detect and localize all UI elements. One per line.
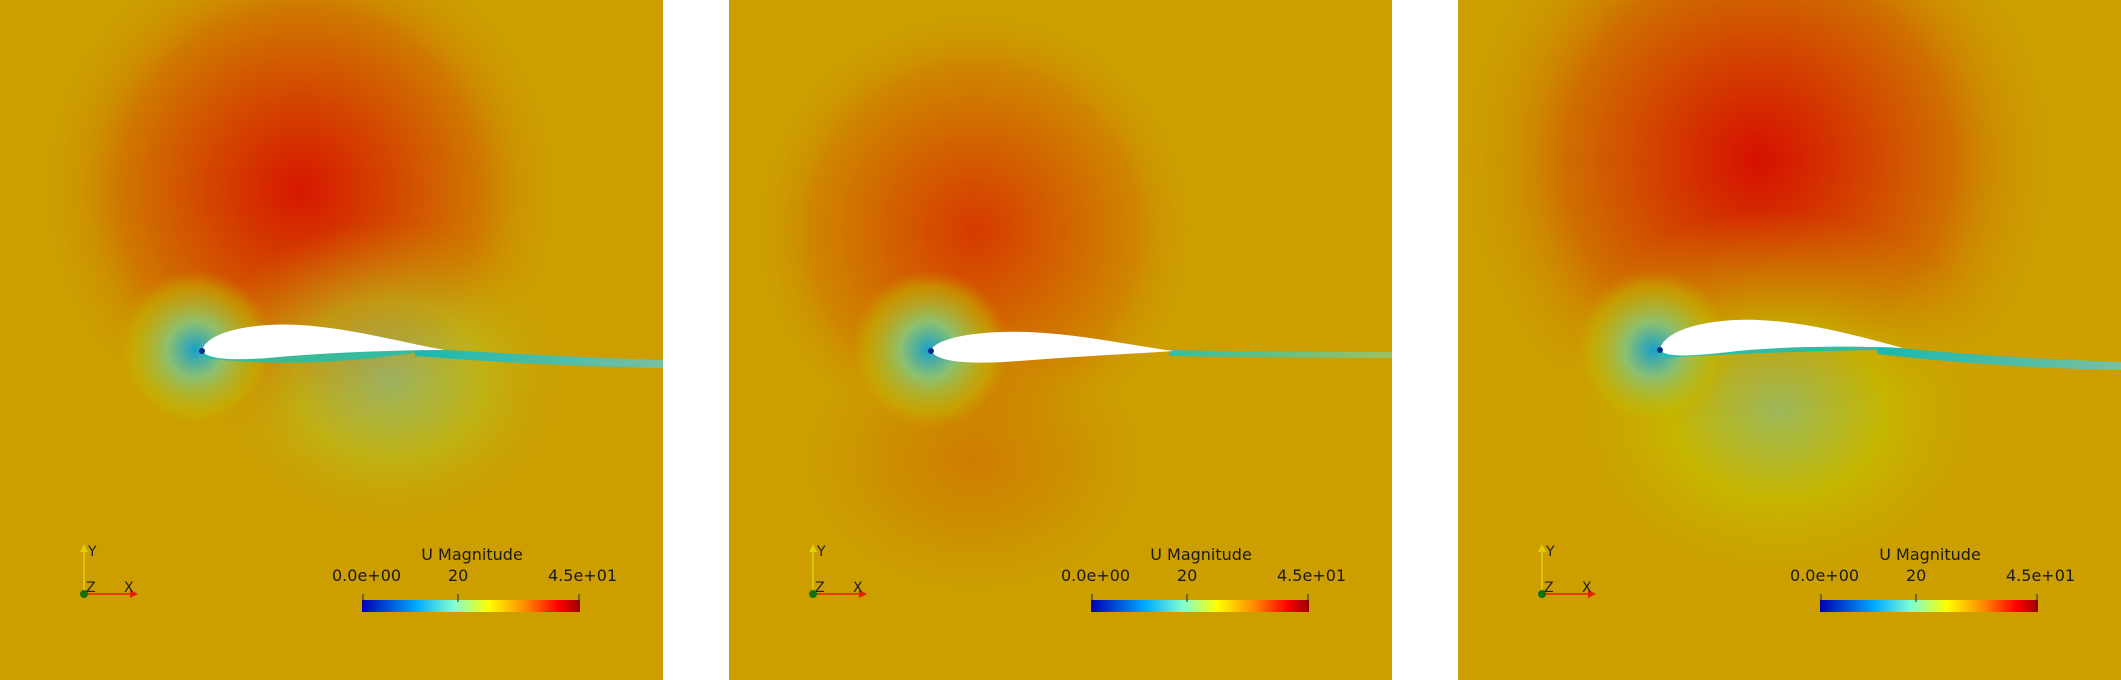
colorbar-mid-label: 20 bbox=[448, 566, 469, 585]
colorbar-min-label: 0.0e+00 bbox=[1790, 566, 1860, 585]
render-view-3[interactable]: Y Z X U Magnitude 0.0e+00 20 4.5e+01 bbox=[1458, 0, 2121, 680]
axis-y-label: Y bbox=[1545, 544, 1555, 560]
axis-x-label: X bbox=[853, 580, 863, 596]
axis-x-label: X bbox=[124, 580, 134, 596]
velocity-field-2 bbox=[729, 0, 1392, 680]
velocity-field-1 bbox=[0, 0, 663, 680]
axis-y-label: Y bbox=[87, 544, 97, 560]
colorbar-max-label: 4.5e+01 bbox=[2006, 566, 2076, 585]
colorbar-max-label: 4.5e+01 bbox=[548, 566, 618, 585]
colorbar bbox=[362, 594, 580, 612]
orientation-axes-1: Y Z X bbox=[72, 542, 142, 606]
colorbar-title: U Magnitude bbox=[421, 545, 523, 564]
colorbar-title: U Magnitude bbox=[1879, 545, 1981, 564]
colorbar-title: U Magnitude bbox=[1150, 545, 1252, 564]
axis-z-label: Z bbox=[86, 580, 96, 596]
colorbar-mid-label: 20 bbox=[1906, 566, 1927, 585]
render-view-2[interactable]: Y Z X U Magnitude 0.0e+00 20 4.5e+01 bbox=[729, 0, 1392, 680]
colorbar-min-label: 0.0e+00 bbox=[332, 566, 402, 585]
axis-z-label: Z bbox=[815, 580, 825, 596]
axis-y-label: Y bbox=[816, 544, 826, 560]
velocity-field-3 bbox=[1458, 0, 2121, 680]
orientation-axes-3: Y Z X bbox=[1530, 542, 1600, 606]
colorbar bbox=[1820, 594, 2038, 612]
colorbar bbox=[1091, 594, 1309, 612]
colorbar-max-label: 4.5e+01 bbox=[1277, 566, 1347, 585]
colorbar-min-label: 0.0e+00 bbox=[1061, 566, 1131, 585]
axis-z-label: Z bbox=[1544, 580, 1554, 596]
colorbar-mid-label: 20 bbox=[1177, 566, 1198, 585]
axis-x-label: X bbox=[1582, 580, 1592, 596]
orientation-axes-2: Y Z X bbox=[801, 542, 871, 606]
render-view-1[interactable]: Y Z X U Magnitude 0.0e+00 20 4.5e+01 bbox=[0, 0, 663, 680]
